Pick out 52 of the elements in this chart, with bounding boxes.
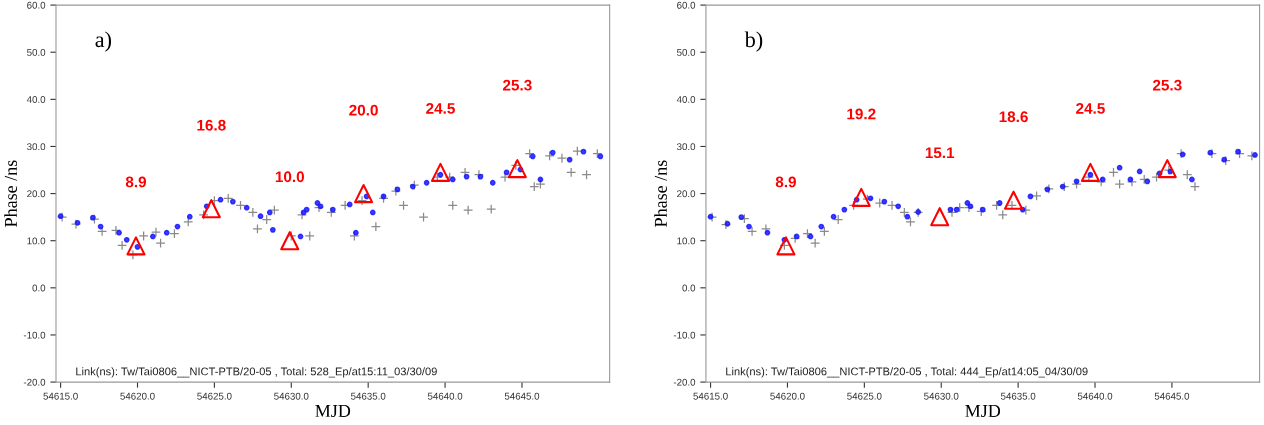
y-tick-label: 40.0 [676,96,696,103]
x-tick-label: 54620.0 [770,392,805,400]
x-tick-label: 54625.0 [197,392,232,400]
y-tick-label: 60.0 [677,1,696,9]
x-tick-label: 54630.0 [924,392,959,400]
y-tick-label: 0.0 [32,284,46,292]
y-tick-label: 10.0 [677,237,696,245]
annotation: Link(ns): Tw/Tai0806__NICT-PTB/20-05 , Total: 528_Ep/at15:11_03/30/09 [76,367,437,378]
y-tick-label: -10.0 [673,331,696,339]
x-tick-label: 54645.0 [504,392,540,400]
x-tick-label: 54640.0 [427,392,463,400]
x-tick-label: 54630.0 [274,392,309,400]
y-axis-title: Phase /ns [654,160,667,227]
y-tick-label: -10.0 [23,331,46,339]
y-tick-label: -20.0 [673,378,696,386]
annotation: 24.5 [426,102,455,114]
y-tick-label: 0.0 [682,284,696,292]
annotation: 19.2 [847,108,876,120]
x-tick-label: 54635.0 [1000,392,1036,400]
y-tick-label: 10.0 [27,237,46,245]
annotation: a) [95,31,112,52]
annotation: 18.6 [999,111,1028,123]
annotation: Link(ns): Tw/Tai0806__NICT-PTB/20-05 , Total: 444_Ep/at14:05_04/30/09 [726,367,1088,378]
annotation: 8.9 [125,176,147,188]
x-tick-label: 54640.0 [1077,392,1113,400]
annotation: 15.1 [925,147,955,159]
annotation: 24.5 [1076,102,1105,114]
y-tick-label: 20.0 [677,190,696,198]
y-axis-title: Phase /ns [4,160,17,227]
x-tick-label: 54615.0 [693,392,728,400]
x-axis-title: MJD [315,405,351,418]
y-tick-label: 30.0 [676,143,696,151]
x-tick-label: 54625.0 [847,392,882,400]
y-tick-label: 50.0 [27,48,46,56]
y-tick-label: 20.0 [27,190,46,198]
y-tick-label: 40.0 [26,96,46,103]
y-tick-label: 60.0 [27,1,46,9]
y-tick-label: 30.0 [27,143,46,151]
x-axis-title: MJD [965,405,1001,418]
x-tick-label: 54615.0 [43,392,78,400]
annotation: 8.9 [775,176,796,188]
x-tick-label: 54635.0 [351,392,386,400]
annotation: b) [744,31,763,52]
annotation: 25.3 [1152,79,1182,91]
x-tick-label: 54620.0 [120,392,155,400]
annotation: 10.0 [275,171,304,183]
annotation: 20.0 [349,104,378,116]
annotation: 16.8 [197,119,226,131]
y-tick-label: -20.0 [23,378,46,386]
annotation: 25.3 [503,79,532,91]
x-tick-label: 54645.0 [1154,392,1190,400]
y-tick-label: 50.0 [677,48,696,56]
